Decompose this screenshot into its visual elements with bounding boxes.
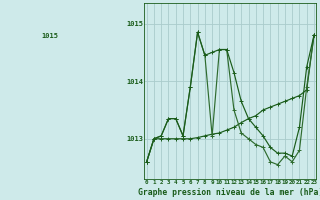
Text: 1015: 1015 xyxy=(42,33,59,39)
X-axis label: Graphe pression niveau de la mer (hPa): Graphe pression niveau de la mer (hPa) xyxy=(138,188,320,197)
